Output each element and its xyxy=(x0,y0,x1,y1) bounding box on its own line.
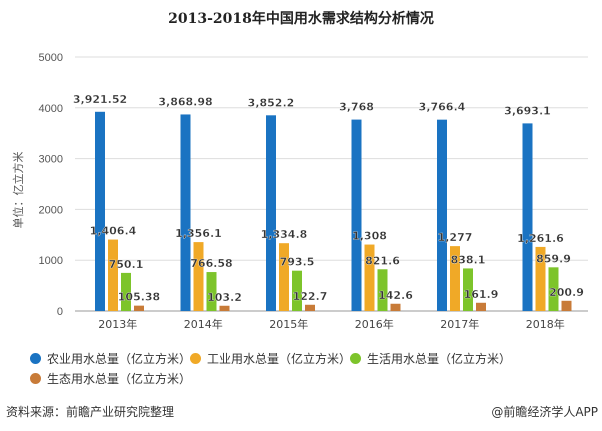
data-label: 142.6 xyxy=(378,289,413,302)
bar xyxy=(206,272,217,311)
legend-label: 生活用水总量（亿立方米） xyxy=(367,352,512,366)
bar xyxy=(193,242,204,311)
data-label: 1,261.6 xyxy=(517,232,564,245)
legend-marker xyxy=(350,353,361,364)
data-label: 1,308 xyxy=(352,230,387,243)
data-label: 103.2 xyxy=(207,291,242,304)
bar xyxy=(279,243,289,311)
x-tick-label: 2014年 xyxy=(184,317,223,331)
y-tick-label: 1000 xyxy=(39,255,63,267)
data-label: 821.6 xyxy=(365,254,400,267)
data-label: 3,868.98 xyxy=(158,95,212,108)
data-label: 3,693.1 xyxy=(504,104,551,117)
data-label: 200.9 xyxy=(549,286,584,299)
bar xyxy=(108,239,118,311)
data-label: 3,768 xyxy=(339,101,374,114)
bar xyxy=(219,305,230,311)
y-axis-label: 单位：亿立方米 xyxy=(11,152,25,229)
y-tick-label: 3000 xyxy=(39,154,63,166)
bar xyxy=(351,119,362,311)
bar xyxy=(180,114,191,312)
data-label: 3,766.4 xyxy=(419,101,466,114)
data-label: 3,852.2 xyxy=(248,96,295,109)
bar xyxy=(121,272,131,311)
legend-marker xyxy=(30,353,41,364)
bar xyxy=(292,270,302,311)
x-tick-label: 2015年 xyxy=(269,317,308,331)
bar xyxy=(305,304,315,311)
bar xyxy=(266,115,276,311)
bar xyxy=(364,244,375,311)
data-label: 161.9 xyxy=(464,288,499,301)
chart-title: 2013-2018年中国用水需求结构分析情况 xyxy=(168,11,434,27)
data-label: 859.9 xyxy=(536,252,571,265)
bar xyxy=(390,303,401,311)
data-label: 1,356.1 xyxy=(175,227,222,240)
y-tick-label: 4000 xyxy=(39,103,63,115)
data-label: 122.7 xyxy=(293,290,328,303)
legend-label: 生态用水总量（亿立方米） xyxy=(47,372,192,386)
bar xyxy=(437,119,447,312)
x-tick-label: 2016年 xyxy=(355,317,394,331)
legend-item-industry[interactable]: 工业用水总量（亿立方米） xyxy=(190,350,351,367)
x-tick-label: 2018年 xyxy=(526,317,565,331)
bar xyxy=(377,269,388,311)
legend-marker xyxy=(190,353,201,364)
x-tick-label: 2013年 xyxy=(98,317,137,331)
legend-item-agriculture[interactable]: 农业用水总量（亿立方米） xyxy=(30,350,191,367)
x-tick-label: 2017年 xyxy=(440,317,479,331)
data-label: 1,277 xyxy=(438,231,473,244)
data-label: 766.58 xyxy=(190,257,232,270)
legend-label: 农业用水总量（亿立方米） xyxy=(47,352,192,366)
data-label: 750.1 xyxy=(109,258,144,271)
bar xyxy=(134,305,144,311)
data-label: 793.5 xyxy=(280,256,315,269)
bar xyxy=(548,267,559,311)
data-label: 838.1 xyxy=(451,253,486,266)
data-label: 105.38 xyxy=(118,291,160,304)
bar xyxy=(463,268,473,311)
legend-label: 工业用水总量（亿立方米） xyxy=(207,352,352,366)
data-label: 3,921.52 xyxy=(73,93,127,106)
y-tick-label: 2000 xyxy=(39,204,63,216)
data-label: 1,406.4 xyxy=(90,225,137,238)
data-label: 1,334.8 xyxy=(261,228,308,241)
bar xyxy=(561,300,572,311)
legend-item-ecological[interactable]: 生态用水总量（亿立方米） xyxy=(30,370,191,387)
bar xyxy=(450,246,460,311)
credit-note: @前瞻经济学人APP xyxy=(491,405,598,419)
legend-item-domestic[interactable]: 生活用水总量（亿立方米） xyxy=(350,350,511,367)
legend-marker xyxy=(30,373,41,384)
source-note: 资料来源：前瞻产业研究院整理 xyxy=(6,405,175,419)
bar xyxy=(522,123,533,311)
bar xyxy=(476,302,486,311)
y-tick-label: 0 xyxy=(57,306,63,318)
bar xyxy=(535,246,546,311)
bar xyxy=(95,111,105,312)
y-tick-label: 5000 xyxy=(39,52,63,64)
